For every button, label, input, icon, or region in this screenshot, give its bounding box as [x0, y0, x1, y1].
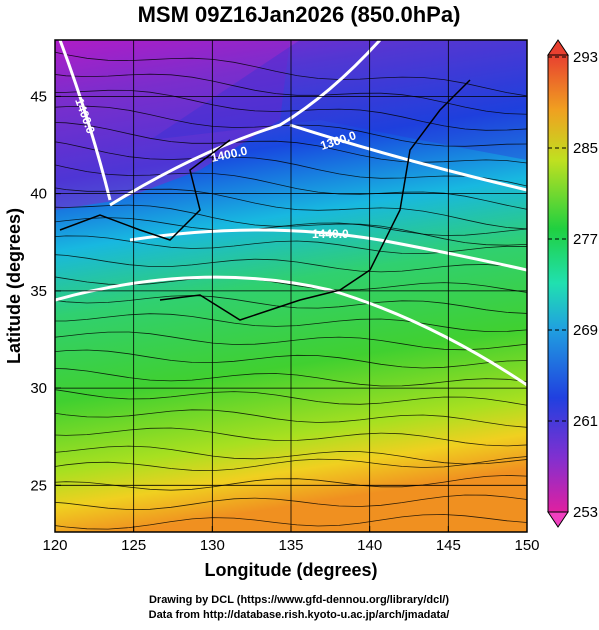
colorbar-extend-max: [547, 39, 569, 56]
x-tick-label: 125: [121, 537, 146, 554]
streamline: [55, 235, 527, 255]
colorbar-tick-label: 285: [573, 140, 598, 157]
cold-region: [55, 40, 290, 210]
streamline: [55, 313, 527, 332]
streamline: [55, 105, 527, 147]
x-tick-label: 150: [514, 537, 539, 554]
title: MSM 09Z16Jan2026 (850.0hPa): [138, 2, 461, 27]
colorbar: [547, 54, 569, 513]
contour-line: [289, 123, 527, 192]
streamline: [55, 368, 527, 387]
colorbar-tick-label: 253: [573, 504, 598, 521]
streamline: [55, 409, 527, 428]
y-tick-label: 25: [30, 477, 47, 494]
streamline: [55, 349, 527, 369]
colorbar-tick-label: 277: [573, 231, 598, 248]
contour-label: 1440.0: [312, 227, 349, 241]
streamline: [55, 254, 527, 273]
streamline: [55, 217, 527, 236]
x-tick-label: 135: [278, 537, 303, 554]
contour-line: [58, 40, 112, 201]
streamline: [55, 89, 527, 131]
streamline: [55, 474, 527, 491]
colorbar-tick-label: 293: [573, 49, 598, 66]
x-tick-label: 145: [436, 537, 461, 554]
cold-region: [150, 40, 527, 160]
y-axis-label: Latitude (degrees): [4, 208, 24, 364]
streamline: [55, 164, 527, 210]
streamline: [55, 494, 527, 511]
colorbar-tick-label: 269: [573, 322, 598, 339]
streamline: [55, 295, 527, 314]
streamline: [55, 122, 527, 164]
credit: Data from http://database.rish.kyoto-u.a…: [149, 609, 450, 621]
y-tick-label: 40: [30, 186, 47, 203]
contour-line: [129, 228, 527, 272]
x-axis-label: Longitude (degrees): [204, 560, 377, 580]
colorbar-tick-label: 261: [573, 413, 598, 430]
streamline: [55, 204, 527, 246]
coastline: [159, 79, 471, 321]
streamline: [55, 427, 527, 447]
streamline: [55, 73, 527, 115]
streamline: [55, 514, 527, 530]
coastline: [59, 139, 231, 241]
y-tick-label: 30: [30, 380, 47, 397]
streamline: [55, 456, 527, 472]
y-tick-label: 35: [30, 283, 47, 300]
credit: Drawing by DCL (https://www.gfd-dennou.o…: [149, 594, 449, 606]
x-tick-label: 120: [42, 537, 67, 554]
streamline: [55, 51, 527, 97]
x-tick-label: 130: [200, 537, 225, 554]
streamline: [55, 389, 527, 406]
contour-line: [109, 40, 382, 207]
contour-line: [55, 275, 527, 387]
colorbar-extend-min: [547, 511, 569, 528]
streamline: [55, 445, 527, 465]
map-area: [55, 40, 527, 532]
streamline: [55, 331, 527, 351]
x-tick-label: 140: [357, 537, 382, 554]
y-tick-label: 45: [30, 88, 47, 105]
streamline: [55, 187, 527, 230]
